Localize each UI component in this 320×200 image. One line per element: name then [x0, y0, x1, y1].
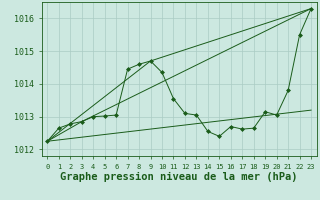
X-axis label: Graphe pression niveau de la mer (hPa): Graphe pression niveau de la mer (hPa) [60, 172, 298, 182]
